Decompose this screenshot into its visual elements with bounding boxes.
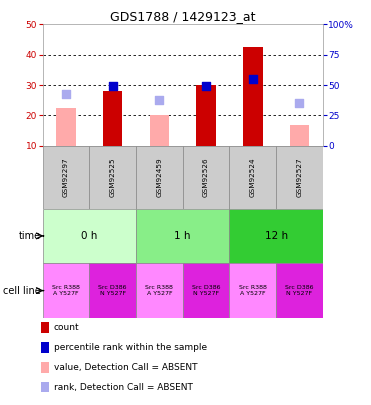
- Bar: [56, 109, 76, 146]
- Text: rank, Detection Call = ABSENT: rank, Detection Call = ABSENT: [54, 383, 193, 392]
- Text: GSM92297: GSM92297: [63, 158, 69, 197]
- Point: [203, 83, 209, 89]
- Point: [110, 83, 116, 89]
- Bar: [89, 146, 136, 209]
- Bar: [229, 146, 276, 209]
- Text: Src D386
N Y527F: Src D386 N Y527F: [98, 285, 127, 296]
- Bar: [196, 85, 216, 146]
- Text: value, Detection Call = ABSENT: value, Detection Call = ABSENT: [54, 363, 197, 372]
- Text: time: time: [19, 231, 41, 241]
- Text: GSM92526: GSM92526: [203, 158, 209, 197]
- Text: GSM92524: GSM92524: [250, 158, 256, 197]
- Text: GSM92459: GSM92459: [156, 158, 162, 197]
- Text: count: count: [54, 323, 79, 332]
- Bar: [290, 125, 309, 146]
- Title: GDS1788 / 1429123_at: GDS1788 / 1429123_at: [110, 10, 256, 23]
- Point: [250, 76, 256, 82]
- Bar: [183, 146, 229, 209]
- Bar: [41, 342, 49, 353]
- Bar: [150, 115, 169, 146]
- Bar: [43, 263, 89, 318]
- Bar: [41, 362, 49, 373]
- Text: GSM92527: GSM92527: [296, 158, 302, 197]
- Bar: [136, 263, 183, 318]
- Point: [296, 100, 302, 107]
- Text: Src D386
N Y527F: Src D386 N Y527F: [192, 285, 220, 296]
- Text: Src R388
A Y527F: Src R388 A Y527F: [145, 285, 173, 296]
- Text: Src R388
A Y527F: Src R388 A Y527F: [52, 285, 80, 296]
- Bar: [43, 146, 89, 209]
- Bar: [41, 382, 49, 392]
- Bar: [183, 263, 229, 318]
- Bar: [43, 209, 136, 263]
- Point: [157, 97, 162, 104]
- Text: 1 h: 1 h: [174, 231, 191, 241]
- Bar: [41, 322, 49, 333]
- Bar: [103, 91, 122, 146]
- Point: [63, 91, 69, 98]
- Bar: [229, 263, 276, 318]
- Bar: [243, 47, 263, 146]
- Text: 12 h: 12 h: [265, 231, 288, 241]
- Text: Src D386
N Y527F: Src D386 N Y527F: [285, 285, 313, 296]
- Bar: [276, 146, 323, 209]
- Bar: [276, 263, 323, 318]
- Bar: [89, 263, 136, 318]
- Bar: [136, 146, 183, 209]
- Text: percentile rank within the sample: percentile rank within the sample: [54, 343, 207, 352]
- Text: Src R388
A Y527F: Src R388 A Y527F: [239, 285, 267, 296]
- Text: GSM92525: GSM92525: [110, 158, 116, 197]
- Text: 0 h: 0 h: [81, 231, 98, 241]
- Text: cell line: cell line: [3, 286, 41, 296]
- Bar: [136, 209, 229, 263]
- Bar: [229, 209, 323, 263]
